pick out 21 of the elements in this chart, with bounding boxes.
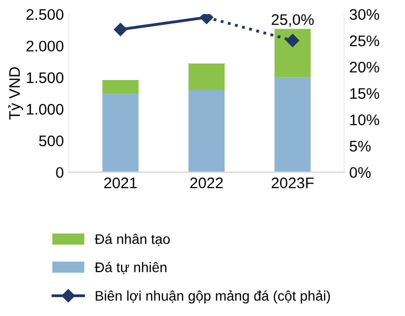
y2-tick-label: 10% — [350, 114, 380, 126]
y2-tick-label: 25% — [350, 35, 380, 46]
y-tick-label: 2.000 — [26, 40, 64, 52]
y-tick-label: 2.500 — [26, 9, 64, 20]
y-axis-title: Tỷ VND — [8, 67, 23, 120]
y2-tick-label: 0% — [350, 167, 371, 178]
y-tick-label: 0 — [56, 167, 64, 178]
legend-label: Đá nhân tạo — [94, 234, 170, 246]
y2-tick-label: 20% — [350, 62, 380, 73]
y2-tick-label: 5% — [350, 140, 371, 152]
y-tick-label: 1.000 — [26, 104, 64, 115]
y2-tick-label: 30% — [350, 9, 380, 20]
y-tick-label: 1.500 — [26, 72, 64, 84]
y2-tick-label: 15% — [350, 88, 380, 99]
legend-label: Đá tự nhiên — [94, 262, 166, 274]
data-label: 25,0% — [272, 14, 314, 27]
legend-label: Biên lợi nhuận gộp mảng đá (cột phải) — [96, 290, 330, 304]
y-tick-label: 500 — [39, 135, 64, 146]
x-tick-label: 2023F — [272, 177, 314, 188]
x-tick-label: 2022 — [190, 177, 223, 188]
x-tick-label: 2021 — [104, 177, 137, 188]
